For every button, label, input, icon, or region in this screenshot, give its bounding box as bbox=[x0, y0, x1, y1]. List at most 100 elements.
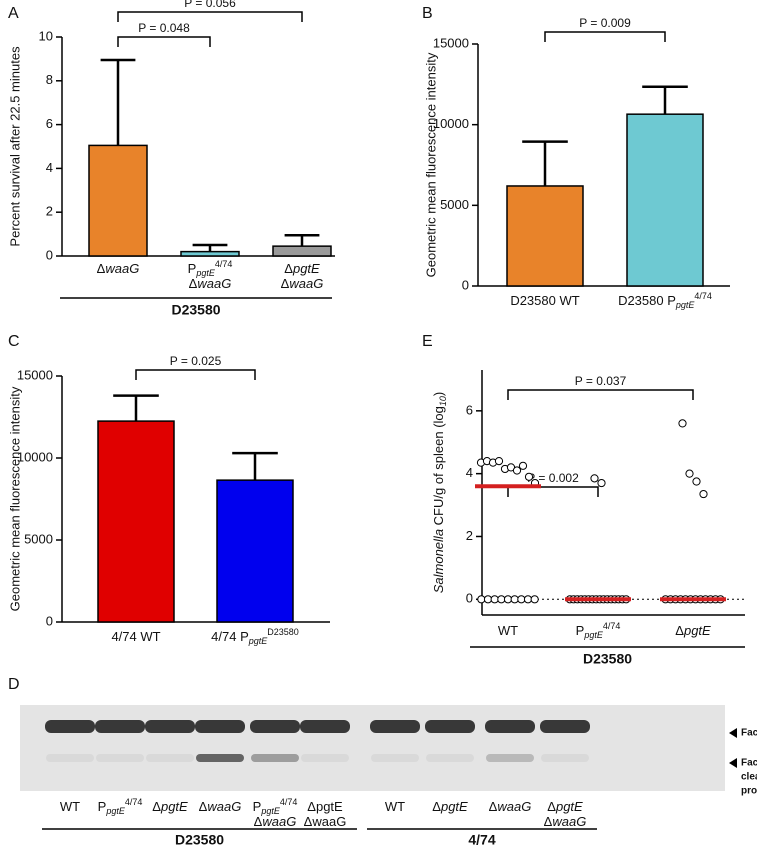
data-point bbox=[590, 474, 599, 483]
y-tick-label: 8 bbox=[46, 72, 53, 87]
bar bbox=[97, 420, 175, 623]
faint-band bbox=[251, 754, 299, 762]
data-point bbox=[483, 595, 493, 604]
y-tick-label: 4 bbox=[466, 465, 473, 480]
y-tick-label: 5000 bbox=[440, 197, 469, 212]
text-part: D23580 P bbox=[618, 293, 676, 308]
text-part: waaG bbox=[552, 814, 586, 829]
text-part: Δ bbox=[189, 276, 198, 291]
lane-label: ΔpgtE bbox=[432, 799, 468, 814]
lane-label: ΔwaaG bbox=[254, 814, 297, 829]
text-part: waaG bbox=[105, 261, 139, 276]
lane-label: PpgtE4/74 bbox=[253, 797, 298, 816]
text-part: waaG bbox=[207, 799, 241, 814]
group-label: D23580 bbox=[583, 651, 632, 667]
main-band bbox=[45, 720, 95, 733]
y-axis-label: Percent survival after 22.5 minutes bbox=[7, 46, 22, 247]
band-arrow bbox=[729, 758, 737, 768]
text-part: ) bbox=[431, 392, 446, 396]
text-part: pgtE bbox=[683, 623, 711, 638]
y-tick-label: 0 bbox=[466, 591, 473, 606]
faint-band bbox=[46, 754, 94, 762]
panel-letter: D bbox=[8, 676, 20, 693]
data-point bbox=[524, 472, 534, 481]
y-tick-label: 4 bbox=[46, 160, 53, 175]
data-point bbox=[518, 461, 528, 470]
text-part: Δ bbox=[547, 799, 556, 814]
text-part: 4/74 bbox=[603, 621, 621, 631]
faint-band bbox=[301, 754, 349, 762]
main-band bbox=[425, 720, 475, 733]
lane-label: ΔwaaG bbox=[304, 814, 347, 829]
lane-label: ΔwaaG bbox=[199, 799, 242, 814]
comparison-bracket bbox=[544, 31, 666, 42]
bar bbox=[216, 479, 294, 623]
faint-band bbox=[486, 754, 534, 762]
x-tick-label: ΔpgtE bbox=[675, 623, 711, 638]
p-value: P = 0.048 bbox=[138, 21, 190, 35]
x-tick-label: D23580 PpgtE4/74 bbox=[618, 291, 712, 310]
text-part: WT bbox=[498, 623, 518, 638]
text-part: waaG bbox=[289, 276, 323, 291]
band-label: Factor B bbox=[741, 758, 757, 769]
text-part: ΔpgtE bbox=[307, 799, 343, 814]
bar bbox=[506, 185, 584, 287]
y-axis-label: Geometric mean fluorescence intensity bbox=[423, 52, 438, 277]
x-tick-label: WT bbox=[498, 623, 518, 638]
panel-letter: A bbox=[8, 5, 19, 22]
text-part: P bbox=[576, 623, 585, 638]
y-tick-label: 15000 bbox=[17, 367, 53, 382]
faint-band bbox=[541, 754, 589, 762]
band-label: Factor B bbox=[741, 728, 757, 739]
x-tick-label: ΔpgtE bbox=[284, 261, 320, 276]
text-part: P bbox=[253, 799, 262, 814]
main-band bbox=[145, 720, 195, 733]
text-part: 4/74 WT bbox=[111, 629, 160, 644]
band-label: cleavage bbox=[741, 772, 757, 783]
group-label: D23580 bbox=[171, 302, 220, 318]
data-point bbox=[510, 595, 519, 604]
text-part: Δ bbox=[284, 261, 293, 276]
text-part: Δ bbox=[544, 814, 553, 829]
y-tick-label: 0 bbox=[462, 277, 469, 292]
group-label: D23580 bbox=[175, 832, 224, 848]
lane-label: ΔwaaG bbox=[544, 814, 587, 829]
y-tick-label: 10000 bbox=[17, 449, 53, 464]
text-part: Salmonella bbox=[431, 529, 446, 593]
data-point bbox=[477, 595, 486, 604]
data-point bbox=[512, 466, 522, 475]
y-tick-label: 2 bbox=[46, 204, 53, 219]
faint-band bbox=[196, 754, 244, 762]
text-part: pgtE bbox=[195, 268, 216, 278]
data-point bbox=[597, 478, 606, 488]
comparison-bracket bbox=[507, 389, 694, 400]
y-tick-label: 6 bbox=[466, 402, 473, 417]
text-part: ΔwaaG bbox=[304, 814, 347, 829]
y-tick-label: 6 bbox=[46, 116, 53, 131]
main-band bbox=[370, 720, 420, 733]
faint-band bbox=[146, 754, 194, 762]
x-tick-label: ΔwaaG bbox=[281, 276, 324, 291]
x-tick-label: PpgtE4/74 bbox=[188, 259, 233, 278]
x-tick-label: D23580 WT bbox=[510, 293, 579, 308]
data-point bbox=[503, 595, 513, 604]
main-band bbox=[250, 720, 300, 733]
y-axis-label: Salmonella CFU/g of spleen (log10) bbox=[431, 392, 448, 594]
comparison-bracket bbox=[507, 486, 599, 497]
text-part: D23580 bbox=[267, 627, 299, 637]
data-point bbox=[530, 595, 539, 604]
text-part: 4/74 bbox=[215, 259, 233, 269]
text-part: pgtE bbox=[555, 799, 583, 814]
text-part: 4/74 bbox=[125, 797, 143, 807]
bar bbox=[88, 144, 148, 257]
bar bbox=[180, 250, 240, 257]
y-tick-label: 15000 bbox=[433, 35, 469, 50]
text-part: pgtE bbox=[292, 261, 320, 276]
x-tick-label: ΔwaaG bbox=[189, 276, 232, 291]
data-point bbox=[678, 419, 687, 428]
text-part: pgtE bbox=[260, 806, 281, 816]
text-part: Δ bbox=[254, 814, 263, 829]
text-part: waaG bbox=[497, 799, 531, 814]
data-point bbox=[494, 456, 504, 466]
